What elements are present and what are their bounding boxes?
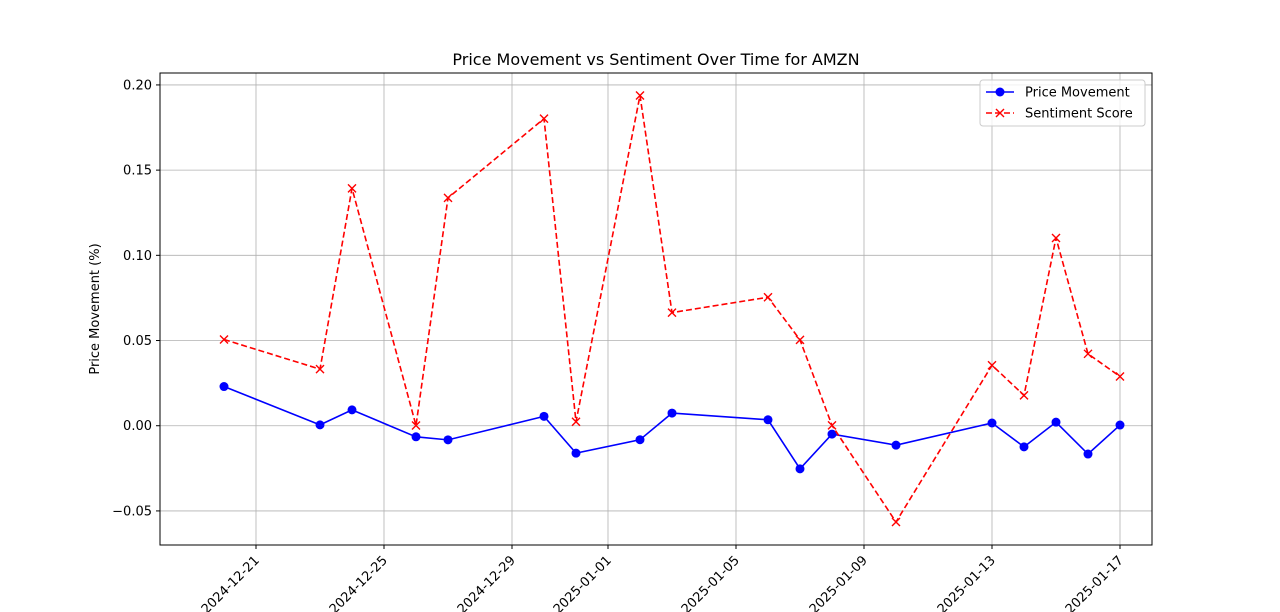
y-axis: −0.05 0.00 0.05 0.10 0.15 0.20 <box>112 78 160 519</box>
legend-item: Price Movement <box>986 86 1130 101</box>
data-point <box>571 448 581 458</box>
data-point <box>795 335 805 345</box>
data-point <box>987 360 997 370</box>
data-point <box>443 193 453 203</box>
legend-item: Sentiment Score <box>986 107 1133 122</box>
data-point <box>795 464 805 474</box>
data-point <box>315 420 325 430</box>
data-point <box>1051 233 1061 243</box>
data-point <box>1051 417 1061 427</box>
data-point <box>1083 449 1093 459</box>
y-tick-label: 0.10 <box>123 249 152 264</box>
data-point <box>891 440 901 450</box>
data-point <box>667 308 677 318</box>
data-point <box>667 408 677 418</box>
data-point <box>315 364 325 374</box>
data-point <box>635 435 645 445</box>
series-sentiment-score <box>219 90 1125 527</box>
data-point <box>571 417 581 427</box>
legend-label: Price Movement <box>1025 86 1130 101</box>
series-layer <box>219 90 1125 527</box>
series-line <box>223 95 1121 524</box>
data-point <box>827 420 837 430</box>
y-tick-label: −0.05 <box>112 504 152 519</box>
data-point <box>347 405 357 415</box>
data-point <box>219 382 229 392</box>
data-point <box>539 114 549 124</box>
y-axis-label: Price Movement (%) <box>88 243 103 374</box>
data-point <box>539 411 549 421</box>
y-tick-label: 0.00 <box>123 419 152 434</box>
legend-label: Sentiment Score <box>1025 107 1133 122</box>
legend-box <box>979 79 1146 127</box>
data-point <box>763 415 773 425</box>
plot-frame <box>159 72 1153 546</box>
data-point <box>411 421 421 431</box>
plot-background <box>160 73 1152 545</box>
series-price-movement <box>219 382 1125 474</box>
data-point <box>219 335 229 344</box>
data-point <box>827 429 837 439</box>
legend-marker <box>995 108 1005 118</box>
data-point <box>1115 371 1125 381</box>
y-tick-label: 0.15 <box>123 164 152 179</box>
y-tick-label: 0.05 <box>123 334 152 349</box>
series-line <box>223 385 1121 471</box>
data-point <box>411 432 421 442</box>
legend-marker <box>995 87 1005 97</box>
data-point <box>1083 349 1093 359</box>
data-point <box>987 418 997 428</box>
data-point <box>891 517 901 527</box>
data-point <box>443 435 453 445</box>
plot-area <box>159 72 1153 546</box>
data-point <box>347 183 357 193</box>
data-point <box>1115 420 1125 430</box>
data-point <box>1019 442 1029 452</box>
legend: Price Movement Sentiment Score <box>979 79 1146 127</box>
data-point <box>763 292 773 302</box>
data-point <box>1019 390 1029 400</box>
data-point <box>635 90 645 100</box>
chart-title: Price Movement vs Sentiment Over Time fo… <box>452 50 859 69</box>
y-tick-label: 0.20 <box>123 78 152 93</box>
